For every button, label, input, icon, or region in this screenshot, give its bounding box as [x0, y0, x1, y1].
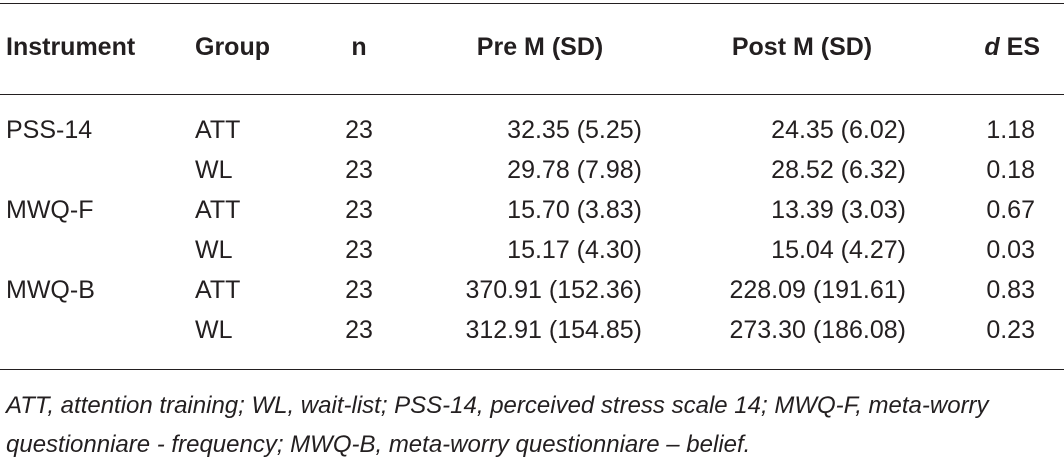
header-n: n [351, 33, 367, 61]
cell-effect-size: 1.18 [986, 116, 1035, 144]
cell-effect-size: 0.18 [986, 156, 1035, 184]
cell-pre-mean-sd: 15.17 (4.30) [507, 236, 642, 264]
cell-group: WL [195, 156, 233, 184]
cell-group: ATT [195, 276, 241, 304]
table-row: WL 23 29.78 (7.98) 28.52 (6.32) 0.18 [0, 150, 1064, 190]
cell-pre-mean-sd: 312.91 (154.85) [465, 316, 642, 344]
cell-instrument: PSS-14 [6, 116, 93, 144]
table-row: WL 23 15.17 (4.30) 15.04 (4.27) 0.03 [0, 230, 1064, 270]
cell-n: 23 [345, 116, 373, 144]
cell-group: ATT [195, 116, 241, 144]
cell-post-mean-sd: 13.39 (3.03) [771, 196, 906, 224]
table-row: MWQ-B ATT 23 370.91 (152.36) 228.09 (191.61)… [0, 270, 1064, 310]
table-top-rule [0, 3, 1064, 4]
table-footnote: ATT, attention training; WL, wait-list; … [6, 392, 989, 458]
cell-effect-size: 0.67 [986, 196, 1035, 224]
table-header-rule [0, 94, 1064, 95]
cell-effect-size: 0.83 [986, 276, 1035, 304]
cell-n: 23 [345, 196, 373, 224]
cell-pre-mean-sd: 32.35 (5.25) [507, 116, 642, 144]
cell-instrument: MWQ-B [6, 276, 95, 304]
header-instrument: Instrument [6, 33, 136, 61]
header-post-mean-sd: Post M (SD) [731, 33, 873, 61]
cell-n: 23 [345, 236, 373, 264]
cell-group: WL [195, 316, 233, 344]
cell-instrument: MWQ-F [6, 196, 94, 224]
cell-pre-mean-sd: 15.70 (3.83) [507, 196, 642, 224]
cell-effect-size: 0.03 [986, 236, 1035, 264]
header-pre-mean-sd: Pre M (SD) [476, 33, 604, 61]
header-effect-size-label: ES [999, 33, 1040, 61]
cell-group: ATT [195, 196, 241, 224]
header-effect-size-d: d [984, 33, 1000, 61]
cell-pre-mean-sd: 29.78 (7.98) [507, 156, 642, 184]
cell-post-mean-sd: 15.04 (4.27) [771, 236, 906, 264]
cell-effect-size: 0.23 [986, 316, 1035, 344]
cell-n: 23 [345, 276, 373, 304]
cell-n: 23 [345, 156, 373, 184]
table-row: MWQ-F ATT 23 15.70 (3.83) 13.39 (3.03) 0.67 [0, 190, 1064, 230]
cell-group: WL [195, 236, 233, 264]
cell-post-mean-sd: 28.52 (6.32) [771, 156, 906, 184]
header-group: Group [195, 33, 270, 61]
table-header-row: Instrument Group n Pre M (SD) Post M (SD… [0, 30, 1064, 64]
table-row: PSS-14 ATT 23 32.35 (5.25) 24.35 (6.02) 1.18 [0, 110, 1064, 150]
cell-post-mean-sd: 24.35 (6.02) [771, 116, 906, 144]
table-bottom-rule [0, 369, 1064, 370]
table-row: WL 23 312.91 (154.85) 273.30 (186.08) 0.23 [0, 310, 1064, 350]
cell-post-mean-sd: 273.30 (186.08) [729, 316, 906, 344]
cell-n: 23 [345, 316, 373, 344]
header-effect-size: d ES [940, 30, 1040, 64]
cell-pre-mean-sd: 370.91 (152.36) [465, 276, 642, 304]
cell-post-mean-sd: 228.09 (191.61) [729, 276, 906, 304]
